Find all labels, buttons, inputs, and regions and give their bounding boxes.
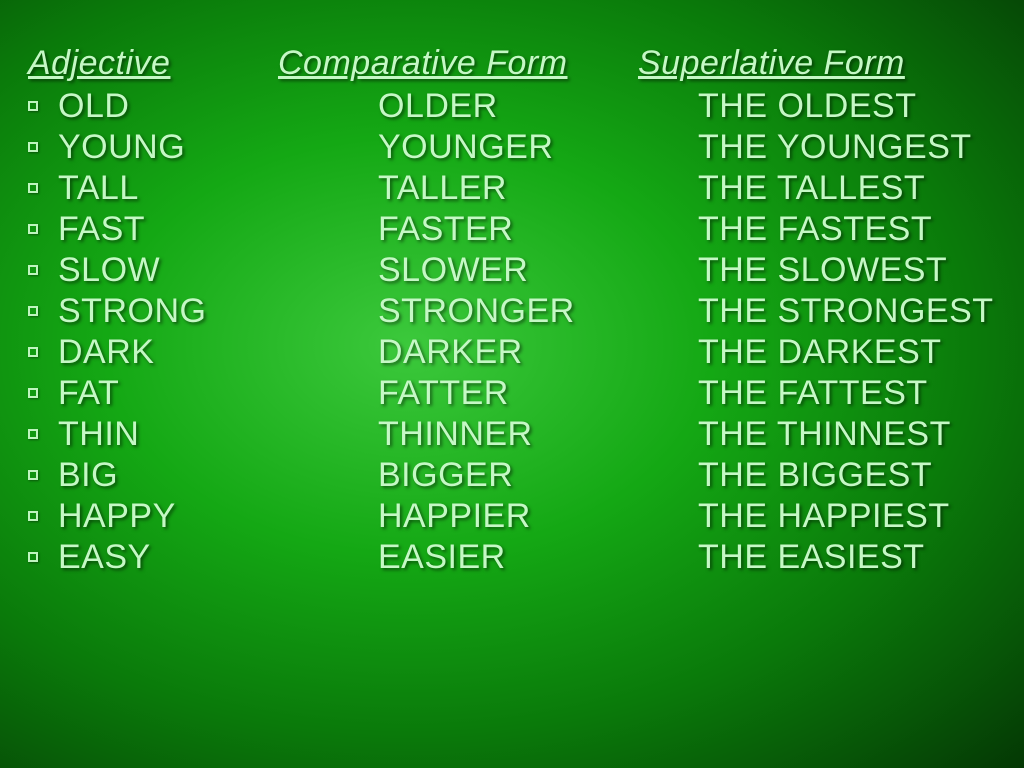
bullet-icon bbox=[28, 552, 38, 562]
cell-adjective: Slow bbox=[58, 251, 378, 290]
cell-comparative: fatter bbox=[378, 374, 698, 413]
cell-comparative: happier bbox=[378, 497, 698, 536]
table-header-row: Adjective Comparative Form Superlative F… bbox=[28, 44, 996, 83]
cell-adjective: Big bbox=[58, 456, 378, 495]
table-row: Fastfasterthe fastest bbox=[28, 210, 996, 249]
table-body: Oldolderthe oldestYoungyoungerthe younge… bbox=[28, 87, 996, 577]
cell-superlative: the youngest bbox=[698, 128, 972, 167]
table-row: Youngyoungerthe youngest bbox=[28, 128, 996, 167]
table-row: Bigbigger the biggest bbox=[28, 456, 996, 495]
bullet-icon bbox=[28, 265, 38, 275]
cell-comparative: younger bbox=[378, 128, 698, 167]
cell-adjective: Thin bbox=[58, 415, 378, 454]
cell-adjective: Young bbox=[58, 128, 378, 167]
cell-adjective: Dark bbox=[58, 333, 378, 372]
cell-superlative: the thinnest bbox=[698, 415, 951, 454]
bullet-icon bbox=[28, 101, 38, 111]
header-adjective: Adjective bbox=[28, 44, 278, 83]
cell-superlative: the biggest bbox=[698, 456, 932, 495]
cell-adjective: Easy bbox=[58, 538, 378, 577]
cell-comparative: faster bbox=[378, 210, 698, 249]
table-row: Strongstrongerthe strongest bbox=[28, 292, 996, 331]
cell-comparative: taller bbox=[378, 169, 698, 208]
table-row: Easyeasierthe easiest bbox=[28, 538, 996, 577]
slide-content: Adjective Comparative Form Superlative F… bbox=[28, 44, 996, 579]
cell-adjective: Old bbox=[58, 87, 378, 126]
table-row: Darkdarkerthe darkest bbox=[28, 333, 996, 372]
table-row: Talltallerthe tallest bbox=[28, 169, 996, 208]
cell-comparative: easier bbox=[378, 538, 698, 577]
bullet-icon bbox=[28, 183, 38, 193]
cell-superlative: the tallest bbox=[698, 169, 925, 208]
cell-superlative: the strongest bbox=[698, 292, 994, 331]
cell-adjective: Tall bbox=[58, 169, 378, 208]
table-row: Happyhappierthe happiest bbox=[28, 497, 996, 536]
cell-superlative: the happiest bbox=[698, 497, 950, 536]
cell-adjective: Fat bbox=[58, 374, 378, 413]
cell-comparative: bigger bbox=[378, 456, 698, 495]
cell-superlative: the easiest bbox=[698, 538, 925, 577]
bullet-icon bbox=[28, 347, 38, 357]
header-superlative: Superlative Form bbox=[638, 44, 905, 83]
cell-comparative: stronger bbox=[378, 292, 698, 331]
bullet-icon bbox=[28, 470, 38, 480]
bullet-icon bbox=[28, 511, 38, 521]
bullet-icon bbox=[28, 142, 38, 152]
cell-adjective: Fast bbox=[58, 210, 378, 249]
cell-comparative: darker bbox=[378, 333, 698, 372]
table-row: Thinthinnerthe thinnest bbox=[28, 415, 996, 454]
bullet-icon bbox=[28, 224, 38, 234]
bullet-icon bbox=[28, 429, 38, 439]
cell-adjective: Happy bbox=[58, 497, 378, 536]
table-row: Slowslowerthe slowest bbox=[28, 251, 996, 290]
header-comparative: Comparative Form bbox=[278, 44, 638, 83]
table-row: Oldolderthe oldest bbox=[28, 87, 996, 126]
cell-superlative: the oldest bbox=[698, 87, 916, 126]
bullet-icon bbox=[28, 306, 38, 316]
cell-superlative: the fastest bbox=[698, 210, 932, 249]
cell-adjective: Strong bbox=[58, 292, 378, 331]
cell-superlative: the slowest bbox=[698, 251, 947, 290]
cell-comparative: thinner bbox=[378, 415, 698, 454]
bullet-icon bbox=[28, 388, 38, 398]
cell-superlative: the darkest bbox=[698, 333, 942, 372]
cell-comparative: older bbox=[378, 87, 698, 126]
cell-superlative: the fattest bbox=[698, 374, 928, 413]
table-row: Fatfatterthe fattest bbox=[28, 374, 996, 413]
cell-comparative: slower bbox=[378, 251, 698, 290]
